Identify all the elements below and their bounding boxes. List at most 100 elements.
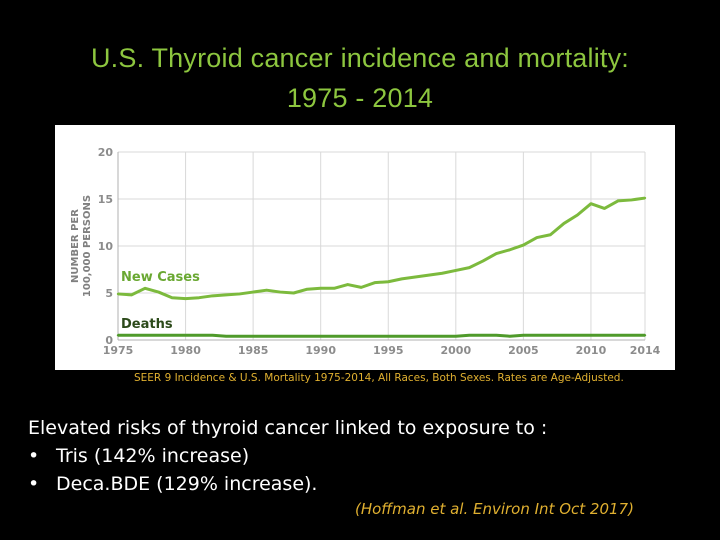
incidence-mortality-chart: 0 5 10 15 20 1975 1980 1985 1990 1995 2000 2005 2010… bbox=[70, 146, 661, 357]
bullet-item: • Deca.BDE (129% increase). bbox=[28, 470, 547, 498]
new-cases-point bbox=[130, 293, 133, 297]
deaths-point bbox=[265, 335, 268, 338]
y-tick-label: 15 bbox=[98, 193, 113, 206]
new-cases-point bbox=[549, 233, 552, 236]
y-tick-label: 20 bbox=[98, 146, 114, 159]
deaths-point bbox=[319, 335, 322, 338]
deaths-point bbox=[481, 334, 485, 337]
new-cases-point bbox=[589, 202, 593, 205]
deaths-point bbox=[373, 335, 376, 338]
deaths-point bbox=[468, 334, 471, 337]
new-cases-point bbox=[481, 259, 485, 263]
chart-panel: 0 5 10 15 20 1975 1980 1985 1990 1995 2000 2005 2010… bbox=[55, 125, 675, 370]
new-cases-point bbox=[387, 280, 390, 283]
bullet-item: • Tris (142% increase) bbox=[28, 442, 547, 470]
deaths-point bbox=[305, 335, 309, 338]
x-tick-label: 1990 bbox=[305, 344, 336, 357]
new-cases-point bbox=[251, 290, 255, 294]
deaths-point bbox=[643, 334, 647, 337]
axis-layer: 0 5 10 15 20 1975 1980 1985 1990 1995 2000 2005 2010… bbox=[70, 146, 661, 357]
label-layer: New Cases Deaths bbox=[121, 270, 200, 332]
new-cases-point bbox=[535, 236, 539, 239]
deaths-point bbox=[441, 335, 444, 338]
new-cases-point bbox=[238, 292, 241, 296]
y-axis-label: NUMBER PER100,000 PERSONS bbox=[70, 195, 93, 297]
deaths-point bbox=[251, 335, 255, 338]
new-cases-point bbox=[360, 286, 363, 289]
y-axis-label-line-1: NUMBER PER bbox=[70, 209, 81, 283]
y-tick-label: 0 bbox=[105, 334, 113, 347]
bullet-text-decabde: Deca.BDE (129% increase). bbox=[56, 473, 318, 495]
x-tick-label: 1985 bbox=[238, 344, 269, 357]
body-intro: Elevated risks of thyroid cancer linked … bbox=[28, 417, 548, 439]
new-cases-line bbox=[117, 196, 646, 301]
new-cases-point bbox=[224, 293, 228, 297]
deaths-point bbox=[238, 335, 241, 338]
deaths-point bbox=[535, 334, 539, 337]
new-cases-point bbox=[468, 266, 471, 269]
deaths-point bbox=[224, 335, 228, 338]
x-tick-label: 2010 bbox=[576, 344, 607, 357]
deaths-point bbox=[576, 334, 579, 337]
deaths-point bbox=[333, 335, 336, 338]
y-axis-label-line-2: 100,000 PERSONS bbox=[82, 195, 93, 297]
x-tick-label: 2014 bbox=[630, 344, 661, 357]
deaths-point bbox=[143, 334, 147, 337]
new-cases-point bbox=[454, 269, 458, 272]
new-cases-point bbox=[197, 296, 201, 299]
deaths-line bbox=[118, 333, 645, 338]
deaths-point bbox=[211, 334, 214, 337]
deaths-point bbox=[400, 335, 403, 338]
new-cases-point bbox=[508, 248, 512, 251]
new-cases-point bbox=[630, 198, 633, 202]
deaths-point bbox=[549, 334, 552, 337]
bullet-marker: • bbox=[28, 445, 40, 467]
deaths-point bbox=[387, 335, 390, 338]
deaths-point bbox=[414, 335, 417, 338]
deaths-point bbox=[278, 335, 282, 338]
series-layer bbox=[116, 196, 647, 338]
x-tick-label: 1980 bbox=[170, 344, 201, 357]
deaths-point bbox=[589, 334, 593, 337]
new-cases-point bbox=[157, 290, 160, 294]
bullet-marker: • bbox=[28, 473, 40, 495]
new-cases-point bbox=[562, 222, 566, 225]
deaths-point bbox=[454, 335, 458, 338]
new-cases-point bbox=[211, 294, 214, 298]
new-cases-point bbox=[346, 283, 349, 286]
new-cases-point bbox=[265, 288, 268, 292]
x-tick-label: 2005 bbox=[508, 344, 539, 357]
new-cases-point bbox=[143, 287, 147, 290]
new-cases-point bbox=[116, 292, 120, 296]
citation: (Hoffman et al. Environ Int Oct 2017) bbox=[355, 500, 634, 518]
deaths-point bbox=[616, 334, 620, 337]
deaths-point bbox=[427, 335, 430, 338]
deaths-point bbox=[562, 334, 566, 337]
new-cases-point bbox=[643, 196, 647, 200]
body-text: Elevated risks of thyroid cancer linked … bbox=[28, 414, 547, 498]
new-cases-point bbox=[373, 281, 376, 284]
y-tick-label: 5 bbox=[105, 287, 113, 300]
new-cases-point bbox=[400, 277, 403, 281]
deaths-point bbox=[603, 334, 606, 337]
new-cases-point bbox=[184, 297, 187, 300]
new-cases-point bbox=[603, 207, 606, 210]
deaths-point bbox=[197, 334, 201, 337]
deaths-point bbox=[157, 334, 160, 337]
new-cases-point bbox=[616, 199, 620, 203]
deaths-point bbox=[292, 335, 295, 338]
new-cases-point bbox=[170, 296, 174, 299]
deaths-point bbox=[508, 335, 512, 338]
x-tick-label: 2000 bbox=[441, 344, 472, 357]
deaths-point bbox=[184, 334, 187, 337]
x-tick-label: 1975 bbox=[103, 344, 134, 357]
deaths-point bbox=[130, 334, 133, 337]
deaths-point bbox=[522, 334, 525, 337]
new-cases-point bbox=[333, 287, 336, 290]
new-cases-point bbox=[495, 252, 498, 255]
new-cases-label: New Cases bbox=[121, 270, 200, 285]
grid-layer bbox=[117, 151, 646, 341]
slide-title: U.S. Thyroid cancer incidence and mortal… bbox=[0, 38, 720, 118]
y-tick-label: 10 bbox=[98, 240, 114, 253]
new-cases-point bbox=[441, 272, 444, 275]
